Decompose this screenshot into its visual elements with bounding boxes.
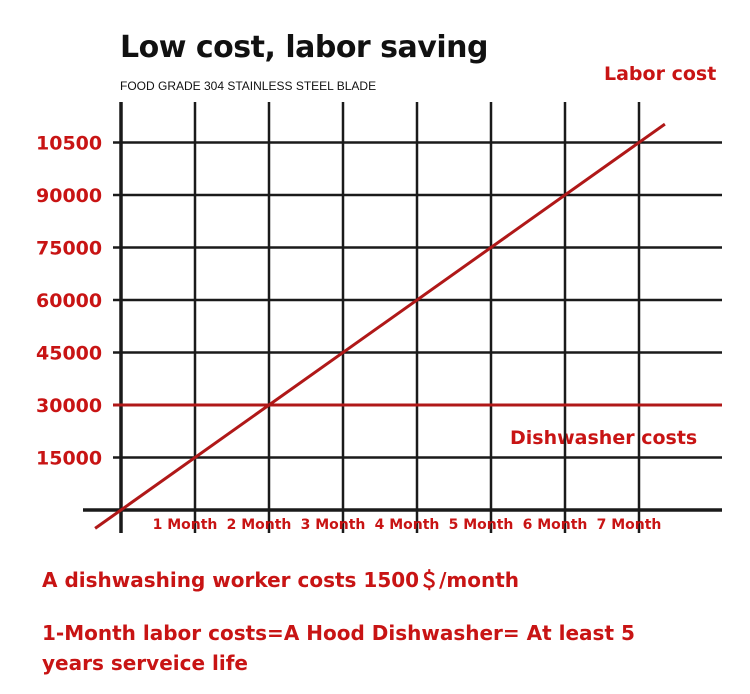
x-tick-label: 2 Month: [227, 517, 292, 533]
y-tick-label: 60000: [36, 290, 102, 312]
series-label-labor-cost: Labor cost: [604, 63, 717, 85]
series-label-dishwasher-costs: Dishwasher costs: [510, 427, 698, 449]
note-service-life: 1-Month labor costs=A Hood Dishwasher= A…: [42, 621, 635, 675]
note-worker-cost: A dishwashing worker costs 1500＄/month: [42, 568, 519, 592]
y-tick-label: 45000: [36, 343, 102, 365]
chart-subtitle: FOOD GRADE 304 STAINLESS STEEL BLADE: [120, 79, 377, 93]
y-tick-label: 15000: [36, 448, 102, 470]
chart-title: Low cost, labor saving: [120, 30, 488, 65]
x-tick-label: 3 Month: [301, 517, 366, 533]
y-tick-label: 30000: [36, 395, 102, 417]
x-tick-label: 7 Month: [597, 517, 662, 533]
x-tick-label: 1 Month: [153, 517, 218, 533]
x-tick-label: 4 Month: [375, 517, 440, 533]
x-tick-label: 6 Month: [523, 517, 588, 533]
y-tick-label: 90000: [36, 185, 102, 207]
series-line-labor-cost: [94, 122, 666, 530]
y-tick-label: 10500: [36, 133, 102, 155]
y-tick-label: 75000: [36, 238, 102, 260]
x-tick-label: 5 Month: [449, 517, 514, 533]
